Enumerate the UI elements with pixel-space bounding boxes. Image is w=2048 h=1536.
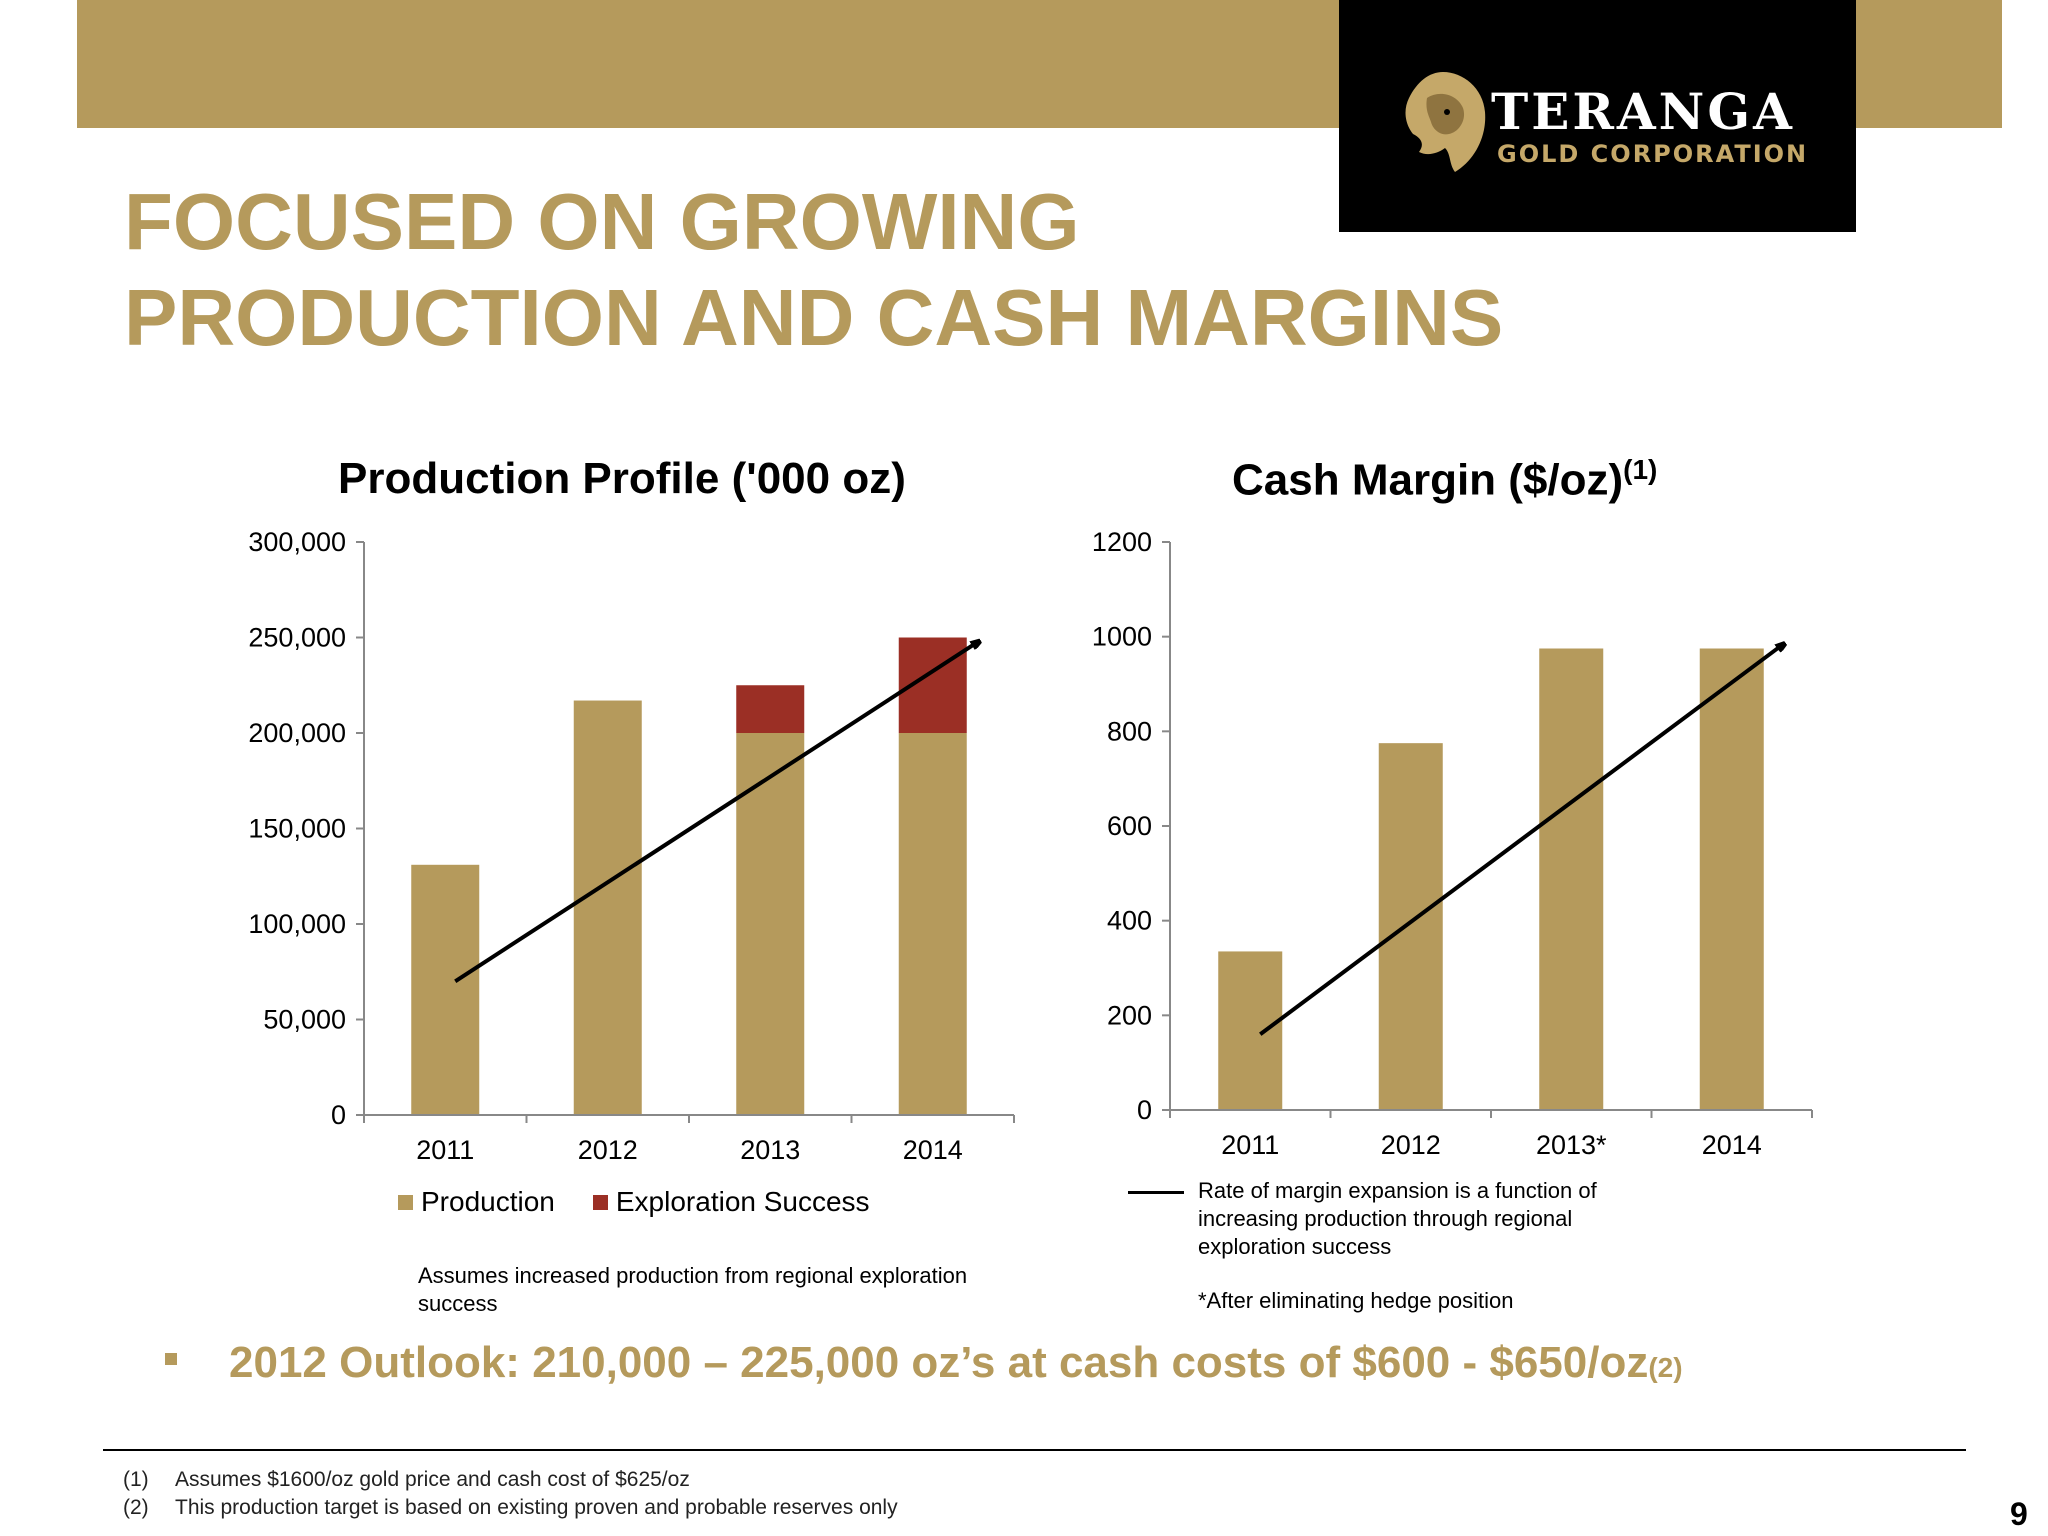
outlook-bullet: 2012 Outlook: 210,000 – 225,000 oz’s at … — [165, 1338, 1683, 1388]
production-chart: 0 50,000 100,000 150,000 200,000 250,000 300,0… — [248, 527, 1015, 1165]
cash-margin-y-tick-label: 800 — [1107, 716, 1152, 746]
cash-margin-bar-2014 — [1699, 648, 1764, 1110]
production-chart-title: Production Profile ('000 oz) — [338, 454, 906, 503]
cash-margin-y-tick-label: 400 — [1107, 906, 1152, 936]
legend-production-label: Production — [421, 1186, 555, 1217]
footnote-1: (1) Assumes $1600/oz gold price and cash … — [123, 1468, 690, 1491]
cash-margin-y-tick-label: 1200 — [1092, 527, 1152, 557]
production-y-tick-label: 50,000 — [263, 1005, 346, 1035]
hedge-footnote: *After eliminating hedge position — [1198, 1288, 1514, 1313]
cash-margin-x-tick-label: 2011 — [1221, 1130, 1279, 1160]
production-chart-note: Assumes increased production from region… — [418, 1263, 968, 1316]
logo-subtitle: GOLD CORPORATION — [1497, 140, 1809, 168]
production-y-tick-label: 250,000 — [248, 623, 346, 653]
production-x-tick-label: 2011 — [416, 1135, 474, 1165]
page-title: FOCUSED ON GROWING PRODUCTION AND CASH M… — [124, 174, 1624, 366]
production-y-tick-label: 100,000 — [248, 909, 346, 939]
cash-margin-bar-2012 — [1378, 743, 1443, 1110]
cash-margin-y-tick-label: 1000 — [1092, 622, 1152, 652]
production-y-tick-label: 300,000 — [248, 527, 346, 557]
production-bar-production-2011 — [411, 864, 480, 1115]
production-x-tick-label: 2013 — [740, 1135, 800, 1165]
trend-legend-label: Rate of margin expansion is a function o… — [1198, 1178, 1597, 1259]
production-bar-production-2013 — [736, 733, 805, 1115]
production-chart-legend: Production Exploration Success — [398, 1186, 870, 1218]
cash-margin-x-tick-label: 2013* — [1536, 1130, 1607, 1160]
cash-margin-trend-arrow — [1259, 644, 1784, 1036]
production-y-tick-label: 0 — [331, 1100, 346, 1130]
company-logo: TERANGA GOLD CORPORATION — [1339, 0, 1856, 232]
logo-name: TERANGA — [1491, 82, 1795, 141]
production-bar-exploration-success-2013 — [736, 685, 805, 733]
legend-exploration-swatch — [592, 1194, 608, 1210]
production-y-tick-label: 200,000 — [248, 718, 346, 748]
cash-margin-y-tick-label: 600 — [1107, 811, 1152, 841]
cash-margin-x-tick-label: 2012 — [1381, 1130, 1441, 1160]
legend-production-swatch — [398, 1194, 413, 1210]
production-bar-production-2014 — [898, 733, 967, 1115]
page-title-line-1: FOCUSED ON GROWING — [124, 177, 1080, 266]
lion-head-icon — [1405, 72, 1486, 172]
outlook-sup: (2) — [1648, 1352, 1683, 1383]
cash-margin-y-tick-label: 200 — [1107, 1000, 1152, 1030]
cash-margin-x-tick-label: 2014 — [1702, 1130, 1762, 1160]
cash-margin-chart-title: Cash Margin ($/oz)(1) — [1232, 454, 1658, 505]
cash-margin-chart: 0 200 400 600 800 1000 1200 2011 2012 2013* 2014 — [1092, 527, 1813, 1160]
page-title-line-2: PRODUCTION AND CASH MARGINS — [124, 273, 1504, 362]
production-trend-arrow — [454, 641, 979, 983]
production-x-tick-label: 2012 — [578, 1135, 638, 1165]
page-number: 9 — [2010, 1496, 2028, 1532]
bullet-square-icon — [165, 1353, 177, 1365]
trend-legend: Rate of margin expansion is a function o… — [1128, 1177, 1608, 1261]
legend-exploration-label: Exploration Success — [615, 1186, 870, 1217]
cash-margin-bar-2011 — [1218, 951, 1283, 1110]
production-bar-production-2012 — [573, 700, 642, 1115]
trend-legend-line — [1128, 1191, 1184, 1194]
production-x-tick-label: 2014 — [903, 1135, 963, 1165]
footnote-2: (2) This production target is based on ex… — [123, 1496, 898, 1519]
outlook-text: 2012 Outlook: 210,000 – 225,000 oz’s at … — [229, 1338, 1649, 1387]
cash-margin-y-tick-label: 0 — [1137, 1095, 1152, 1125]
production-y-tick-label: 150,000 — [248, 814, 346, 844]
cash-margin-bar-2013 — [1539, 648, 1604, 1110]
footnote-divider — [103, 1449, 1966, 1451]
